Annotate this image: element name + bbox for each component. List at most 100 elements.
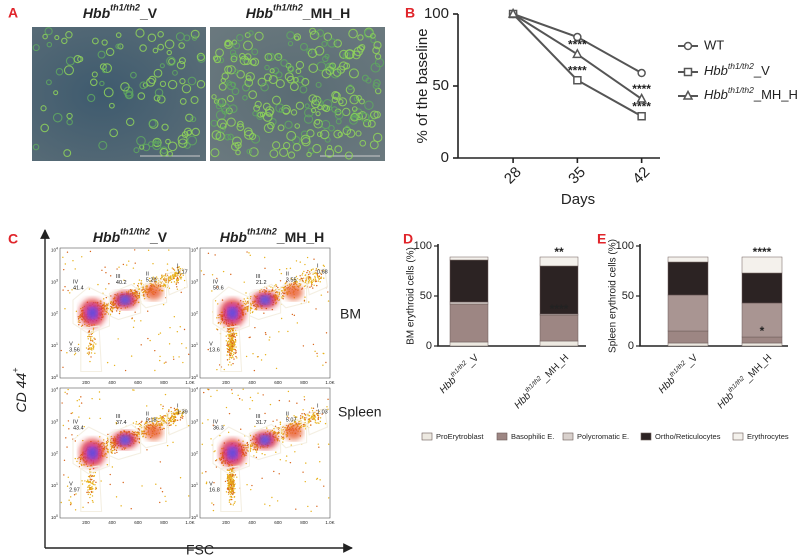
cell	[292, 76, 299, 83]
gate-percent: 37.4	[116, 420, 127, 426]
flow-y-tick-base: 10	[51, 515, 57, 520]
event	[159, 332, 162, 334]
event	[306, 271, 308, 274]
cell	[161, 123, 169, 131]
event	[232, 353, 235, 356]
event	[168, 424, 171, 427]
event	[69, 292, 71, 294]
event	[315, 267, 318, 270]
event	[109, 275, 112, 277]
event	[232, 482, 234, 484]
cell	[348, 28, 358, 39]
cell	[219, 126, 226, 133]
event	[172, 420, 175, 423]
event	[177, 412, 179, 415]
panel-letter: B	[405, 5, 415, 21]
cell	[347, 84, 354, 91]
cell	[108, 102, 115, 109]
event	[227, 337, 230, 339]
cell	[213, 55, 222, 64]
event	[308, 279, 311, 282]
event	[141, 485, 143, 487]
event	[161, 276, 163, 278]
cell	[364, 100, 374, 110]
event	[88, 486, 90, 488]
event	[302, 425, 304, 428]
event	[177, 277, 179, 280]
event	[322, 364, 324, 366]
event	[118, 266, 120, 268]
event	[169, 275, 172, 277]
event	[172, 274, 174, 276]
cell	[224, 133, 231, 141]
gate-percent: 9.18	[146, 417, 157, 423]
event	[230, 327, 233, 330]
x-tick-label-suffix: _MH_H	[742, 352, 774, 384]
gate	[140, 418, 168, 449]
event	[232, 486, 234, 488]
event	[90, 343, 92, 346]
event	[211, 502, 213, 504]
event	[212, 509, 215, 512]
flow-x-tick-label: 1.0K	[185, 520, 194, 525]
event	[218, 364, 221, 366]
event	[61, 402, 63, 404]
event	[162, 303, 165, 306]
cell	[53, 90, 59, 96]
cell	[356, 94, 362, 101]
event	[205, 482, 208, 485]
y-axis-label: BM erythroid cells (%)	[406, 247, 417, 345]
gate-percent: 40.2	[116, 280, 127, 286]
event	[81, 480, 83, 482]
cell	[321, 119, 331, 130]
event	[288, 417, 290, 419]
event	[319, 417, 322, 419]
event	[255, 451, 258, 453]
event	[67, 420, 70, 422]
event	[173, 316, 176, 318]
cell	[306, 151, 312, 158]
event	[137, 284, 139, 287]
event	[116, 451, 118, 454]
event	[212, 504, 215, 506]
event	[264, 412, 266, 415]
event	[143, 288, 145, 290]
gate-name: III	[116, 414, 121, 420]
event	[207, 252, 210, 255]
event	[78, 456, 80, 458]
event	[92, 348, 95, 350]
event	[229, 356, 231, 358]
event	[135, 290, 137, 293]
event	[116, 307, 119, 310]
event	[75, 493, 77, 495]
column-label-sup: th1/th2	[247, 227, 277, 237]
event	[233, 348, 235, 350]
flow-y-tick-exp: 2	[56, 450, 58, 454]
event	[234, 340, 237, 342]
event	[92, 329, 95, 331]
event	[216, 389, 218, 392]
event	[233, 346, 235, 348]
event	[201, 422, 204, 424]
event	[137, 423, 139, 426]
event	[154, 349, 156, 352]
cell	[284, 72, 294, 82]
panel-letter: D	[403, 231, 413, 247]
event	[233, 341, 236, 343]
cell	[210, 148, 220, 158]
event	[312, 287, 314, 289]
flow-y-tick-base: 10	[51, 343, 57, 348]
flow-y-tick-base: 10	[191, 375, 197, 380]
event	[207, 419, 209, 421]
event	[137, 301, 140, 304]
bar-segment	[539, 340, 579, 347]
density	[227, 447, 238, 459]
event	[78, 405, 81, 407]
event	[295, 281, 297, 283]
event	[222, 270, 225, 273]
event	[89, 468, 92, 471]
event	[88, 335, 90, 337]
cell	[45, 79, 52, 86]
event	[168, 287, 171, 289]
event	[141, 289, 143, 291]
